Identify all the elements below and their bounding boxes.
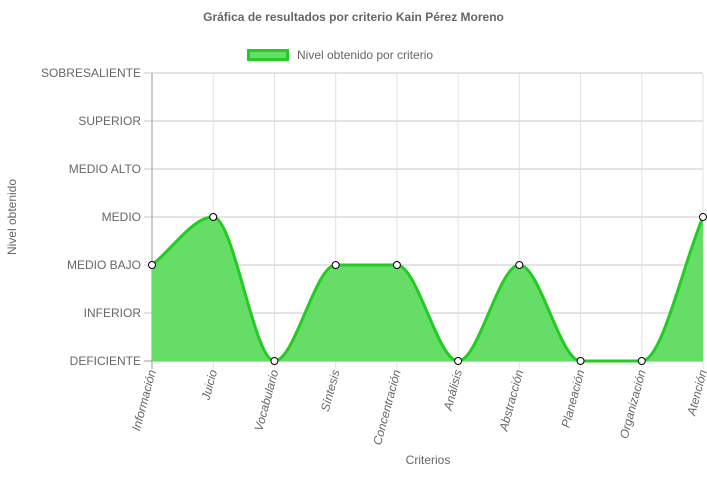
y-tick-label: MEDIO BAJO — [67, 258, 141, 272]
data-point[interactable] — [331, 261, 340, 269]
x-tick-label: Síntesis — [318, 368, 343, 413]
y-axis-ticks: DEFICIENTE INFERIOR MEDIO BAJO MEDIO MEDIO A… — [41, 66, 141, 368]
chart-title: Gráfica de resultados por criterio Kain … — [203, 10, 504, 24]
legend-swatch — [247, 49, 289, 61]
data-point[interactable] — [209, 213, 218, 221]
x-tick-label: Abstracción — [496, 368, 526, 433]
x-axis-label: Criterios — [406, 453, 451, 467]
x-tick-label: Juicio — [198, 368, 220, 403]
x-tick-label: Concentración — [370, 368, 404, 447]
legend-label: Nivel obtenido por criterio — [297, 48, 434, 62]
y-tick-label: MEDIO — [102, 210, 141, 224]
series-line — [151, 215, 705, 363]
data-point[interactable] — [637, 357, 646, 365]
data-point[interactable] — [515, 261, 524, 269]
data-point[interactable] — [454, 357, 463, 365]
x-axis-ticks: Información Juicio Vocabulario Síntesis Conc… — [129, 368, 707, 447]
x-tick-label: Vocabulario — [252, 368, 282, 433]
x-tick-label: Análisis — [441, 368, 465, 413]
x-tick-label: Planeación — [559, 368, 588, 429]
data-point[interactable] — [270, 357, 279, 365]
y-axis-label: Nivel obtenido — [5, 179, 19, 255]
x-tick-label: Información — [129, 368, 159, 432]
y-tick-label: INFERIOR — [84, 306, 142, 320]
x-tick-label: Atención — [684, 368, 707, 418]
data-point[interactable] — [392, 261, 401, 269]
legend[interactable]: Nivel obtenido por criterio — [247, 46, 433, 64]
data-points — [148, 213, 707, 365]
y-tick-label: SUPERIOR — [78, 114, 141, 128]
y-tick-label: MEDIO ALTO — [69, 162, 141, 176]
x-tick-label: Organización — [617, 368, 649, 440]
data-point[interactable] — [576, 357, 585, 365]
y-tick-label: DEFICIENTE — [70, 354, 141, 368]
data-point[interactable] — [699, 213, 707, 221]
data-point[interactable] — [148, 261, 156, 269]
y-tick-label: SOBRESALIENTE — [41, 66, 141, 80]
series-area — [152, 217, 703, 361]
